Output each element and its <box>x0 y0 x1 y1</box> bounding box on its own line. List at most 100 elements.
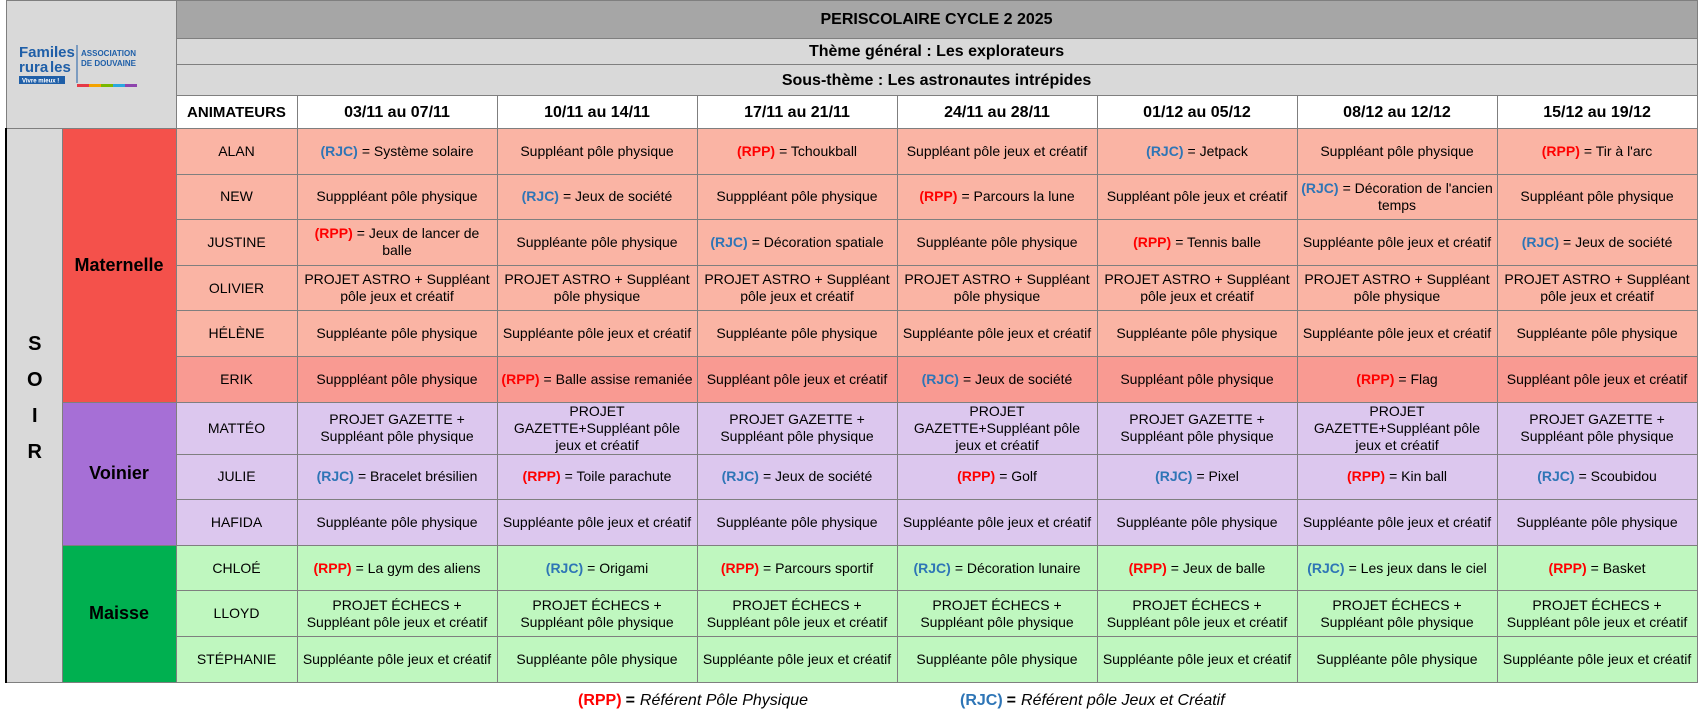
group-name: Voinier <box>61 401 177 546</box>
code: (RJC) <box>921 370 959 387</box>
activity-cell: Suppléante pôle jeux et créatif <box>1296 499 1498 546</box>
group-name: Maisse <box>61 544 177 683</box>
legend-eq: = <box>1006 692 1017 709</box>
header-row: ANIMATEURS 03/11 au 07/11 10/11 au 14/11 17… <box>6 95 1698 129</box>
activity-cell: (RPP) = Tir à l'arc <box>1496 128 1698 175</box>
row: SOIR Maternelle ALAN (RJC) = Système solaire… <box>5 128 1698 683</box>
cell-text: = La gym des aliens <box>355 559 481 576</box>
logo-slogan: Vivre mieux ! <box>22 78 59 84</box>
activity-cell: Suppléante pôle jeux et créatif <box>896 499 1098 546</box>
code: (RPP) <box>313 559 352 576</box>
period-header: 10/11 au 14/11 <box>496 95 698 129</box>
activity-cell: (RJC) = Décoration spatiale <box>696 219 898 266</box>
activity-cell: Suppléante pôle physique <box>1096 499 1298 546</box>
activity-cell: (RJC) = Jeux de société <box>1496 219 1698 266</box>
activity-cell: Suppléante pôle jeux et créatif <box>1496 635 1698 683</box>
animator-name: JULIE <box>175 453 298 501</box>
logo-brand: les <box>54 44 75 61</box>
logo-brand: rura <box>19 59 49 76</box>
activity-cell: Suppléante pôle physique <box>496 219 698 266</box>
period-header: 15/12 au 19/12 <box>1496 95 1698 129</box>
activity-cell: PROJET GAZETTE + Suppléant pôle physique <box>1496 401 1698 455</box>
activity-cell: Suppléante pôle jeux et créatif <box>1096 635 1298 683</box>
activity-cell: Suppléante pôle jeux et créatif <box>1296 219 1498 266</box>
activity-cell: (RJC) = Décoration de l'ancien temps <box>1296 173 1498 221</box>
code: (RPP) <box>1541 142 1580 159</box>
code: (RPP) <box>522 468 561 485</box>
cell-text: = Scoubidou <box>1578 468 1657 485</box>
activity-cell: (RPP) = Tennis balle <box>1096 219 1298 266</box>
activity-cell: Suppléant pôle jeux et créatif <box>1096 173 1298 221</box>
activity-cell: (RJC) = Bracelet brésilien <box>296 453 498 501</box>
activity-cell: (RPP) = Tchoukball <box>696 128 898 175</box>
cell-text: = Parcours sportif <box>763 559 874 576</box>
activity-cell: Suppléant pôle jeux et créatif <box>896 128 1098 175</box>
activity-cell: Supppléant pôle physique <box>296 355 498 403</box>
activity-cell: (RPP) = Golf <box>896 453 1098 501</box>
subtheme: Sous-thème : Les astronautes intrépides <box>175 64 1698 96</box>
activity-cell: Suppléante pôle physique <box>1096 310 1298 357</box>
row: ERIK Supppléant pôle physique (RPP) = Balle… <box>6 355 1698 403</box>
activity-cell: (RPP) = Parcours la lune <box>896 173 1098 221</box>
legend-item: (RJC) = Référent pôle Jeux et Créatif <box>960 692 1225 710</box>
cell-text: = Jeux de société <box>562 188 673 205</box>
activity-cell: PROJET ÉCHECS + Suppléant pôle physique <box>896 590 1098 637</box>
theme-row: Thème général : Les explorateurs <box>6 38 1698 65</box>
activity-cell: Suppléante pôle physique <box>296 310 498 357</box>
logo-stripe <box>101 83 113 87</box>
activity-cell: Suppléante pôle physique <box>496 635 698 683</box>
cell-text: = Jeux de lancer de balle <box>356 225 480 259</box>
activity-cell: (RJC) = Système solaire <box>296 128 498 175</box>
code: (RPP) <box>957 468 996 485</box>
legend: (RPP) = Référent Pôle Physique (RJC) = Référe… <box>0 692 1700 714</box>
animator-name: HAFIDA <box>175 499 298 546</box>
legend-text: Référent pôle Jeux et Créatif <box>1021 692 1225 709</box>
activity-cell: (RJC) = Décoration lunaire <box>896 544 1098 592</box>
subtheme-row: Sous-thème : Les astronautes intrépides <box>6 64 1698 96</box>
logo-org: DE DOUVAINE <box>81 59 137 68</box>
animator-name: HÉLÈNE <box>175 310 298 357</box>
activity-cell: Suppléante pôle physique <box>1296 635 1498 683</box>
legend-text: Référent Pôle Physique <box>639 692 809 709</box>
activity-cell: Suppléant pôle jeux et créatif <box>696 355 898 403</box>
activity-cell: PROJET ÉCHECS + Suppléant pôle jeux et c… <box>296 590 498 637</box>
activity-cell: PROJET GAZETTE+Suppléant pôle jeux et cr… <box>1296 401 1498 455</box>
activity-cell: PROJET GAZETTE + Suppléant pôle physique <box>296 401 498 455</box>
activity-cell: Suppléante pôle jeux et créatif <box>1296 310 1498 357</box>
cell-text: = Parcours la lune <box>961 188 1075 205</box>
cell-text: = Jeux de balle <box>1170 559 1266 576</box>
row: HAFIDA Suppléante pôle physique Suppléante… <box>6 499 1698 546</box>
row: JULIE (RJC) = Bracelet brésilien (RPP) = Toi… <box>6 453 1698 501</box>
period-header: 08/12 au 12/12 <box>1296 95 1498 129</box>
cell-text: = Les jeux dans le ciel <box>1348 559 1487 576</box>
logo-stripe <box>77 83 89 87</box>
row: Voinier MATTÉO PROJET GAZETTE + Suppléant … <box>6 401 1698 546</box>
row: STÉPHANIE Suppléante pôle jeux et créatif… <box>6 635 1698 683</box>
cell-text: = Décoration de l'ancien temps <box>1342 179 1493 213</box>
activity-cell: PROJET ASTRO + Suppléant pôle jeux et cr… <box>696 264 898 312</box>
logo-stripe <box>125 83 137 87</box>
period-header: 01/12 au 05/12 <box>1096 95 1298 129</box>
code: (RJC) <box>320 142 358 159</box>
code: (RJC) <box>913 559 951 576</box>
activity-cell: Suppléante pôle jeux et créatif <box>896 310 1098 357</box>
activity-cell: Suppléante pôle physique <box>696 499 898 546</box>
activity-cell: (RPP) = Parcours sportif <box>696 544 898 592</box>
activity-cell: PROJET ÉCHECS + Suppléant pôle physique <box>1296 590 1498 637</box>
activity-cell: (RPP) = La gym des aliens <box>296 544 498 592</box>
code: (RJC) <box>721 468 759 485</box>
cell-text: = Décoration spatiale <box>751 233 884 250</box>
cell-text: = Jeux de société <box>762 468 873 485</box>
cell-text: = Golf <box>999 468 1037 485</box>
activity-cell: Suppléante pôle physique <box>896 219 1098 266</box>
activity-cell: PROJET ASTRO + Suppléant pôle physique <box>1296 264 1498 312</box>
activity-cell: Supppléant pôle physique <box>696 173 898 221</box>
activity-cell: PROJET ASTRO + Suppléant pôle jeux et cr… <box>1096 264 1298 312</box>
cell-text: = Jeux de société <box>1563 233 1673 250</box>
cell-text: = Tchoukball <box>779 142 858 159</box>
logo-brand: Famil <box>19 44 58 61</box>
activity-cell: Suppléante pôle physique <box>1496 499 1698 546</box>
activity-cell: (RPP) = Balle assise remaniée <box>496 355 698 403</box>
activity-cell: (RPP) = Toile parachute <box>496 453 698 501</box>
code: (RPP) <box>736 142 776 159</box>
